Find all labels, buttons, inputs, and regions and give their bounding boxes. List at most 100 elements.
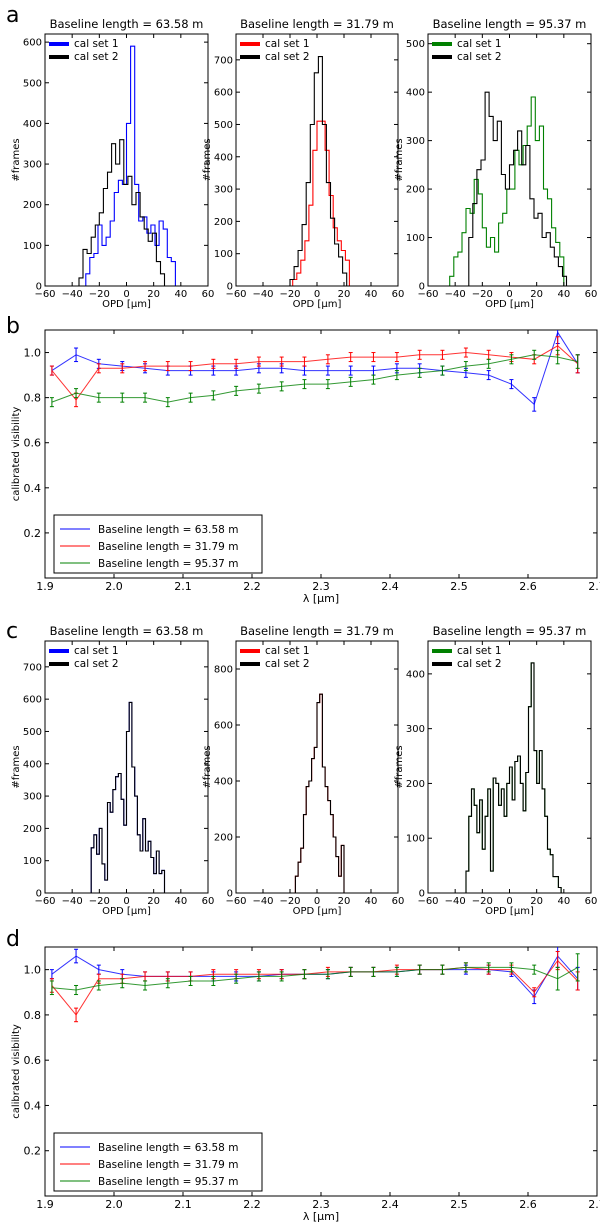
y-tick-label: 400: [406, 88, 425, 99]
panel-letter-d: d: [6, 927, 20, 952]
x-tick-label: 2.1: [174, 1198, 192, 1211]
chart-a-1: −60 −40 −20 0 20 40 600100200300400500600700Ba…: [202, 17, 404, 310]
y-tick-label: 200: [406, 779, 425, 790]
y-tick-label: 0.6: [24, 437, 42, 450]
x-tick-label: −60: [225, 896, 246, 907]
histogram-cal-set-1: [45, 45, 208, 286]
series-line-2: [51, 966, 578, 991]
y-tick-label: 0: [36, 282, 42, 293]
x-axis-label: OPD [µm]: [102, 299, 151, 310]
y-tick-label: 500: [23, 727, 42, 738]
x-tick-label: −60: [34, 289, 55, 300]
x-tick-label: −40: [445, 896, 466, 907]
x-tick-label: 0: [123, 896, 129, 907]
x-tick-label: 40: [557, 289, 570, 300]
x-tick-label: −40: [62, 896, 83, 907]
legend-label: cal set 2: [265, 51, 310, 63]
x-tick-label: 2.7: [588, 1198, 600, 1211]
x-axis-label: λ [µm]: [303, 592, 339, 605]
y-tick-label: 300: [214, 185, 233, 196]
legend-label: cal set 2: [74, 51, 119, 63]
panel-letter-c: c: [6, 619, 18, 644]
x-tick-label: 0: [123, 289, 129, 300]
x-tick-label: 60: [392, 289, 405, 300]
histogram-cal-set-1: [236, 120, 398, 286]
x-tick-label: −40: [252, 289, 273, 300]
y-tick-label: 300: [23, 792, 42, 803]
x-axis-label: OPD [µm]: [293, 906, 342, 917]
y-tick-label: 600: [214, 721, 233, 732]
y-tick-label: 400: [214, 152, 233, 163]
y-tick-label: 300: [23, 160, 42, 171]
x-tick-label: 2.5: [450, 580, 468, 593]
legend-label: cal set 1: [457, 38, 502, 50]
axes-frame: [427, 33, 592, 287]
x-axis-label: OPD [µm]: [102, 906, 151, 917]
x-tick-label: 0: [506, 289, 512, 300]
x-tick-label: 1.9: [36, 580, 54, 593]
x-tick-label: 2.2: [243, 1198, 261, 1211]
y-tick-label: 300: [406, 136, 425, 147]
x-tick-label: 2.5: [450, 1198, 468, 1211]
x-tick-label: 40: [365, 896, 378, 907]
y-tick-label: 0.2: [24, 527, 42, 540]
series-line-1: [51, 345, 579, 401]
x-tick-label: 20: [147, 289, 160, 300]
histogram-cal-set-1: [428, 96, 591, 286]
x-tick-label: −20: [89, 896, 110, 907]
y-tick-label: 0: [227, 889, 233, 900]
chart-title: Baseline length = 95.37 m: [433, 17, 587, 31]
x-tick-label: 20: [147, 896, 160, 907]
legend-label: Baseline length = 95.37 m: [98, 558, 238, 570]
y-tick-label: 100: [406, 834, 425, 845]
panel-letter-b: b: [6, 314, 20, 339]
x-tick-label: 1.9: [36, 1198, 54, 1211]
y-tick-label: 0.4: [24, 1099, 42, 1112]
y-axis-label: calibrated visibility: [11, 407, 22, 502]
x-tick-label: 2.6: [519, 580, 537, 593]
x-tick-label: 0: [506, 896, 512, 907]
y-axis-label: #frames: [394, 745, 405, 788]
series-line-0: [51, 955, 579, 998]
y-tick-label: 500: [23, 78, 42, 89]
y-axis-label: #frames: [11, 138, 22, 181]
chart-a-2: −60 −40 −20 0 20 40 60 0 100 200 300 400 500 Baseline…: [394, 17, 597, 310]
legend-label: cal set 1: [265, 38, 310, 50]
x-tick-label: 60: [392, 896, 405, 907]
chart-a-0: −60 −40 −20 0 20 40 600100200300400500600Basel…: [11, 17, 214, 310]
x-tick-label: 20: [530, 896, 543, 907]
x-tick-label: 20: [530, 289, 543, 300]
x-axis-label: OPD [µm]: [485, 906, 534, 917]
y-tick-label: 100: [406, 233, 425, 244]
y-tick-label: 700: [214, 55, 233, 66]
x-tick-label: −40: [62, 289, 83, 300]
x-tick-label: 2.4: [381, 1198, 399, 1211]
x-tick-label: 20: [338, 289, 351, 300]
x-tick-label: 40: [174, 289, 187, 300]
y-tick-label: 200: [406, 185, 425, 196]
y-tick-label: 100: [23, 241, 42, 252]
legend-label: cal set 2: [74, 658, 119, 670]
histogram-cal-set-2: [45, 701, 208, 893]
y-tick-label: 300: [406, 724, 425, 735]
axes-frame: [235, 33, 399, 287]
y-tick-label: 0.8: [24, 392, 42, 405]
x-tick-label: 2.0: [105, 580, 123, 593]
legend-label: cal set 2: [457, 51, 502, 63]
x-tick-label: 2.3: [312, 580, 330, 593]
x-tick-label: −60: [225, 289, 246, 300]
histogram-cal-set-2: [428, 662, 591, 893]
y-tick-label: 400: [406, 669, 425, 680]
chart-c-6: −60 −40 −20 0 20 40 60 0 100 200 300 400 Baseline le…: [394, 624, 597, 917]
x-tick-label: −40: [445, 289, 466, 300]
x-tick-label: 0: [314, 289, 320, 300]
x-tick-label: 60: [585, 289, 598, 300]
series-line-2: [51, 354, 578, 403]
y-tick-label: 1.0: [24, 347, 42, 360]
chart-c-4: −60 −40 −20 0 20 40 600100200300400500600700Ba…: [11, 624, 214, 917]
y-tick-label: 0.2: [24, 1145, 42, 1158]
y-tick-label: 200: [214, 833, 233, 844]
x-tick-label: 60: [202, 896, 215, 907]
x-tick-label: 0: [314, 896, 320, 907]
